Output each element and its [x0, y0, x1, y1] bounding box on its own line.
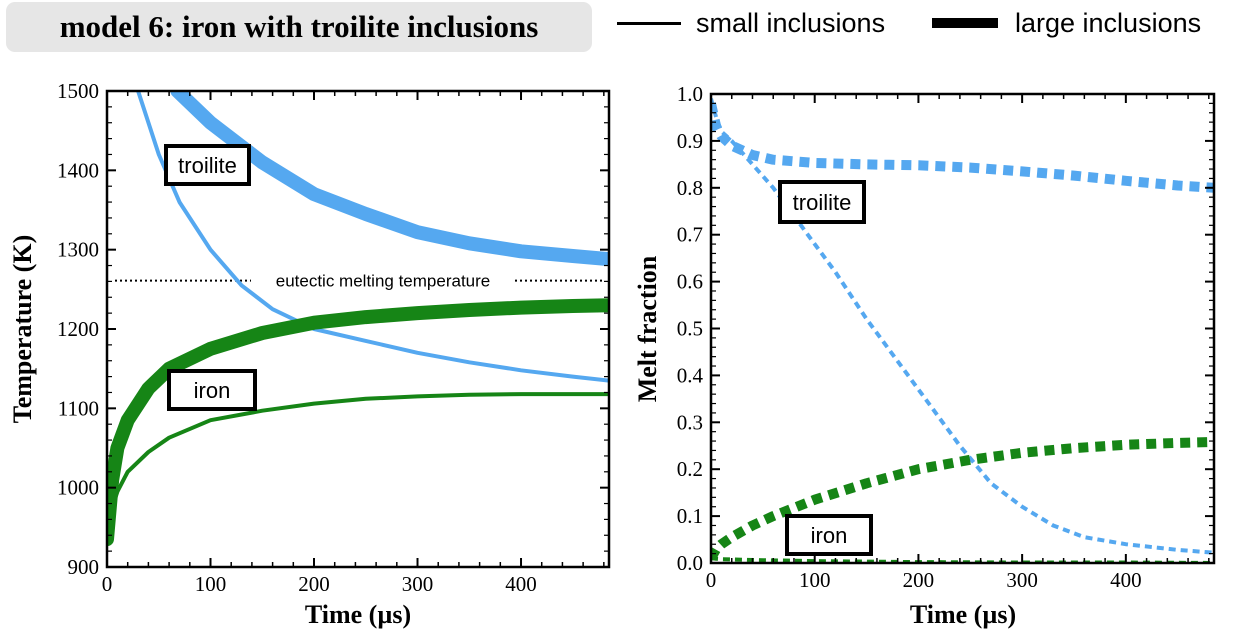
y-tick-label: 1200	[57, 317, 99, 341]
x-tick-label: 200	[903, 568, 935, 592]
series-line-troilite-large	[711, 102, 1214, 193]
legend-label-large: large inclusions	[1015, 8, 1202, 38]
series-line-iron-small	[107, 392, 609, 538]
x-tick-label: 0	[706, 568, 717, 592]
x-tick-label: 100	[195, 572, 227, 596]
annotation-label-troilite: troilite	[178, 153, 237, 178]
y-tick-label: 0.3	[677, 410, 703, 434]
series-line-troilite-small	[136, 91, 609, 383]
y-tick-label: 1500	[57, 79, 99, 103]
annotation-label-iron: iron	[811, 523, 848, 548]
y-tick-label: 0.9	[677, 129, 703, 153]
series-line-troilite-large	[170, 91, 609, 267]
y-axis-title: Melt fraction	[633, 255, 662, 402]
y-tick-label: 1.0	[677, 82, 703, 106]
series-line-troilite-small	[711, 98, 1214, 555]
series-group	[711, 98, 1214, 563]
legend-thin-line	[617, 22, 681, 25]
y-tick-label: 1400	[57, 158, 99, 182]
legend-thick-line	[932, 18, 998, 28]
y-tick-label: 900	[68, 555, 100, 579]
legend-label-small: small inclusions	[696, 8, 886, 38]
y-tick-label: 1100	[58, 396, 99, 420]
y-tick-label: 0.7	[677, 223, 703, 247]
y-tick-label: 1000	[57, 476, 99, 500]
series-line-iron-large	[107, 298, 609, 547]
y-axis-title: Temperature (K)	[8, 235, 37, 423]
series-line-iron-large	[711, 437, 1214, 561]
figure-title: model 6: iron with troilite inclusions	[59, 9, 539, 44]
y-tick-label: 0.8	[677, 176, 703, 200]
y-tick-label: 1300	[57, 238, 99, 262]
y-tick-label: 0.6	[677, 270, 703, 294]
x-tick-label: 200	[298, 572, 330, 596]
annotation-label-troilite: troilite	[793, 190, 852, 215]
x-tick-label: 300	[1006, 568, 1038, 592]
y-tick-label: 0.0	[677, 551, 703, 575]
x-tick-label: 0	[102, 572, 113, 596]
x-axis-title: Time (µs)	[910, 600, 1016, 629]
y-tick-label: 0.2	[677, 457, 703, 481]
x-tick-label: 100	[799, 568, 831, 592]
x-tick-label: 400	[505, 572, 537, 596]
annotation-box-troilite	[778, 180, 866, 224]
y-tick-label: 0.4	[677, 363, 704, 387]
x-tick-label: 300	[402, 572, 434, 596]
y-tick-label: 0.5	[677, 317, 703, 341]
y-tick-label: 0.1	[677, 504, 703, 528]
title-box: model 6: iron with troilite inclusions	[6, 2, 592, 52]
annotation-box-iron	[167, 369, 257, 411]
x-axis-title: Time (µs)	[305, 600, 411, 629]
eutectic-label: eutectic melting temperature	[276, 272, 491, 291]
annotation-box-troilite	[164, 144, 251, 186]
series-group	[107, 91, 609, 547]
annotation-box-iron	[785, 514, 873, 556]
x-tick-label: 400	[1110, 568, 1142, 592]
annotation-label-iron: iron	[194, 378, 231, 403]
